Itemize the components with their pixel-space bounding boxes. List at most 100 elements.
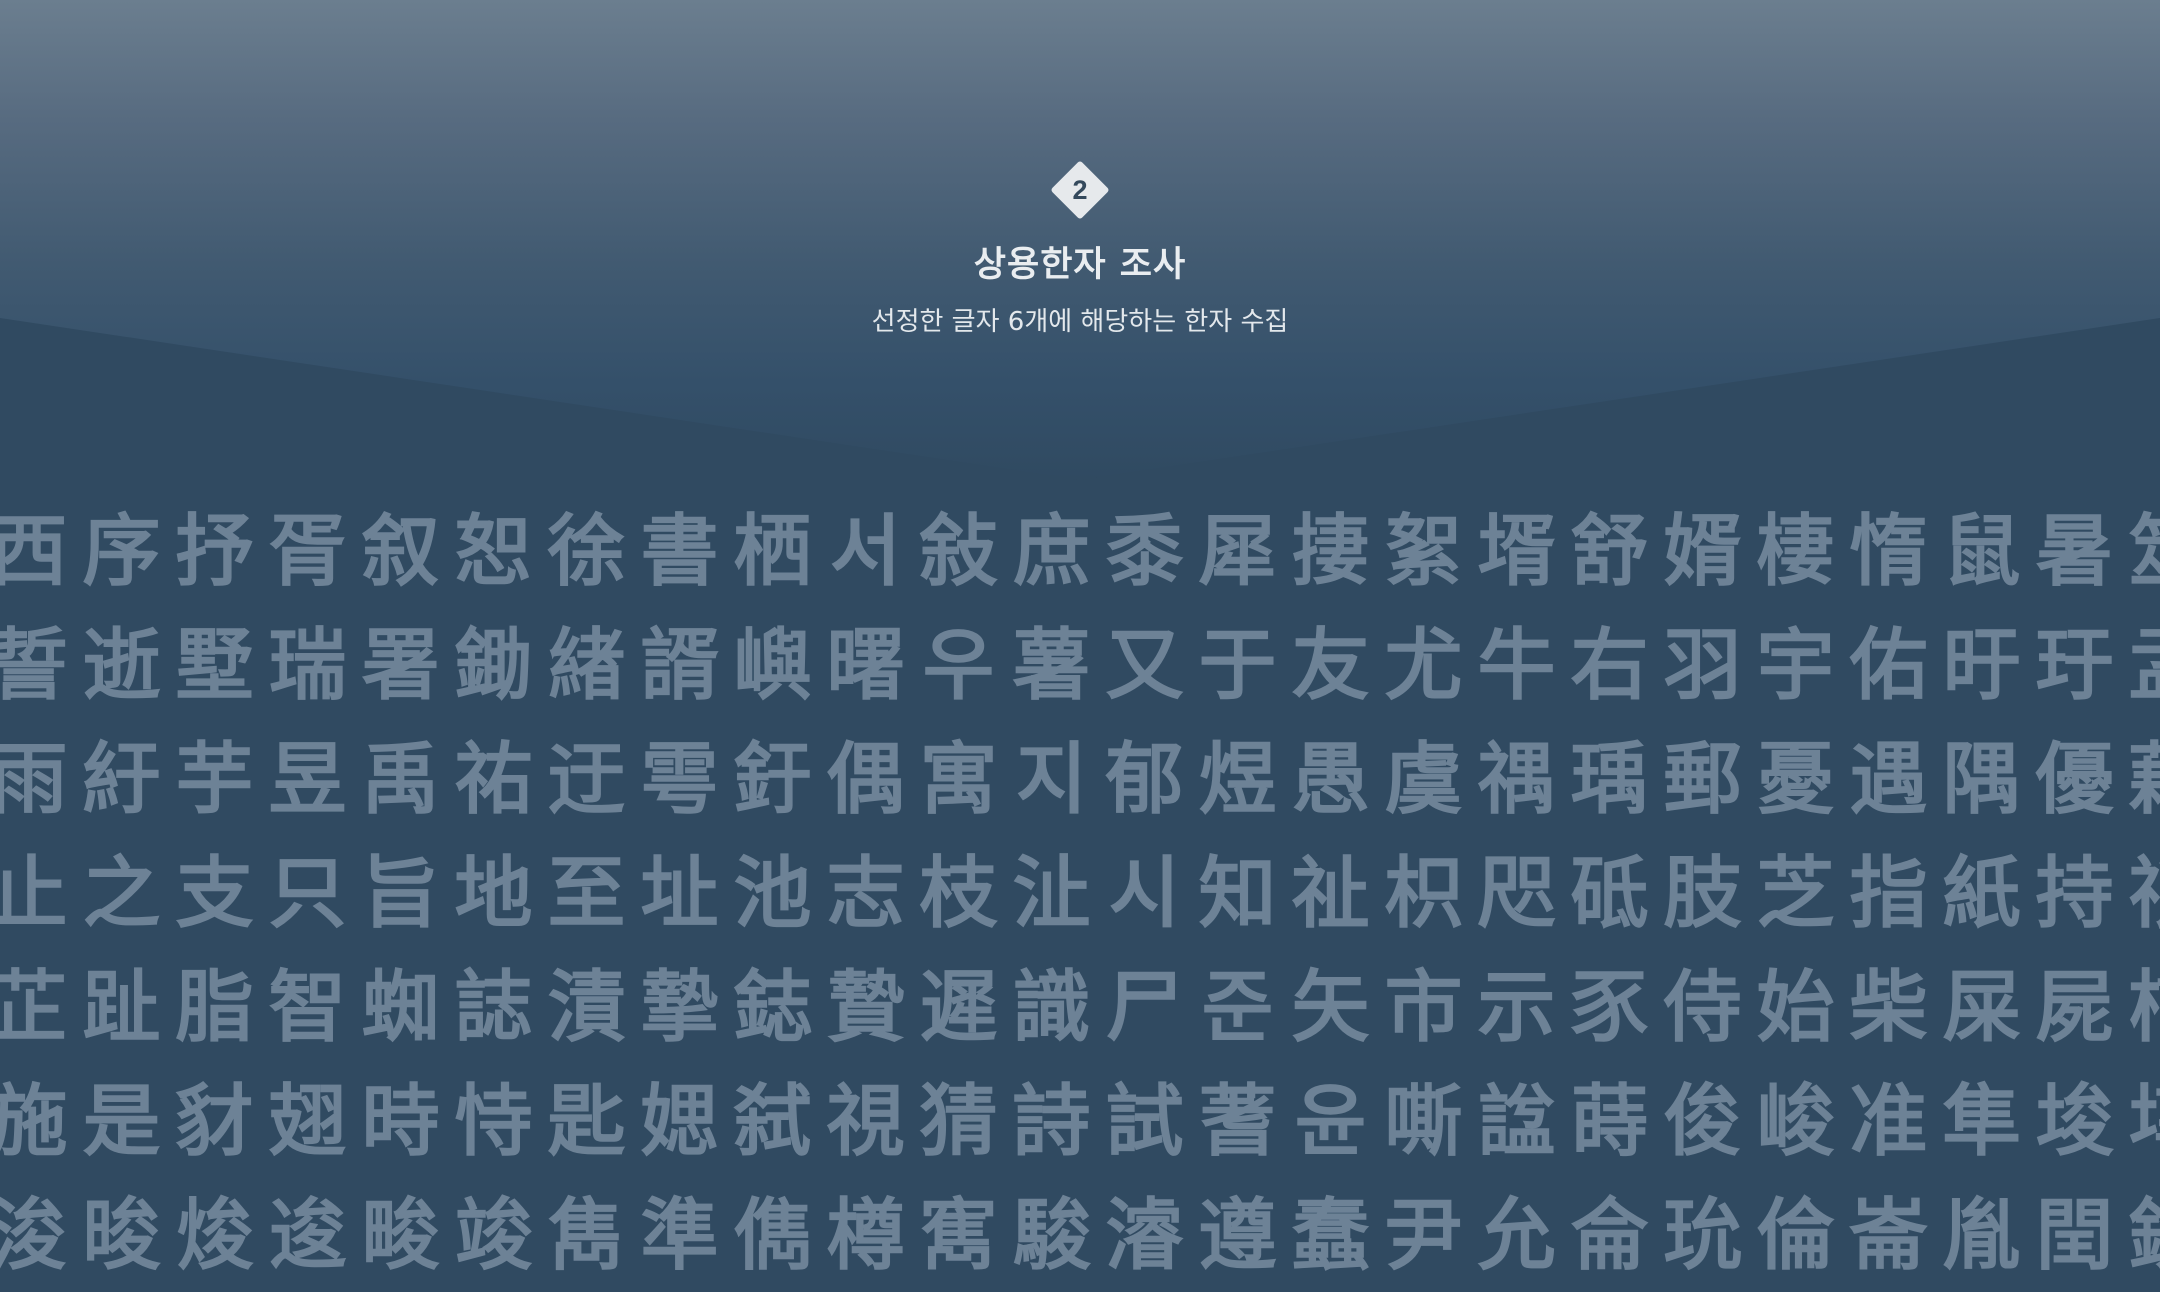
hanja-character: 咫	[1477, 849, 1556, 939]
hanja-character: 識	[1012, 963, 1091, 1053]
hanja-character: 禹	[361, 735, 440, 825]
hanja-character: 示	[1477, 963, 1556, 1053]
hanja-character: 晙	[82, 1191, 161, 1281]
hanja-character: 尸	[1105, 963, 1184, 1053]
hanja-character: 曙	[826, 621, 905, 711]
hanja-character: 徐	[547, 507, 626, 597]
hanja-character: 虞	[1384, 735, 1463, 825]
hanja-character: 矢	[1291, 963, 1370, 1053]
hanja-character: 浚	[0, 1191, 68, 1281]
hanja-character: 胤	[1942, 1191, 2021, 1281]
hanja-character: 黍	[1105, 507, 1184, 597]
hanja-character: 峻	[1756, 1077, 1835, 1167]
step-subtitle: 선정한 글자 6개에 해당하는 한자 수집	[871, 307, 1289, 337]
hanja-character: 迂	[547, 735, 626, 825]
hanja-character: 蒔	[1570, 1077, 1649, 1167]
hanja-character: 시	[1108, 849, 1181, 939]
hanja-character: 紆	[82, 735, 161, 825]
hanja-character: 捿	[1291, 507, 1370, 597]
hanja-character: 署	[361, 621, 440, 711]
hanja-character: 遇	[1849, 735, 1928, 825]
hanja-character: 志	[826, 849, 905, 939]
character-row: 浚晙焌逡畯竣雋準儁樽寯駿濬遵蠢尹允侖玧倫崙胤閏鈗	[0, 1179, 2160, 1292]
hanja-character: 媤	[640, 1077, 719, 1167]
hanja-character: 釪	[733, 735, 812, 825]
hanja-character: 右	[1570, 621, 1649, 711]
step-title: 상용한자 조사	[973, 245, 1187, 285]
hanja-character: 恃	[454, 1077, 533, 1167]
hanja-character: 閏	[2035, 1191, 2114, 1281]
hanja-character: 猜	[919, 1077, 998, 1167]
hanja-character: 砥	[1570, 849, 1649, 939]
hanja-character: 盂	[2121, 609, 2160, 723]
hanja-character: 舒	[1570, 507, 1649, 597]
hanja-character: 玗	[2035, 621, 2114, 711]
hanja-character: 壻	[1477, 507, 1556, 597]
hanja-character: 沚	[1012, 849, 1091, 939]
hanja-character: 俊	[1663, 1077, 1742, 1167]
hanja-character: 儁	[733, 1191, 812, 1281]
hanja-character: 惰	[1849, 507, 1928, 597]
hanja-character: 芷	[0, 963, 68, 1053]
hanja-character: 翅	[268, 1077, 347, 1167]
hanja-character: 旴	[1942, 621, 2021, 711]
hanja-character: 只	[268, 849, 347, 939]
hanja-character: 윤	[1294, 1077, 1367, 1167]
hanja-character: 郵	[1663, 735, 1742, 825]
hanja-character: 庶	[1012, 507, 1091, 597]
hanja-character: 西	[0, 507, 68, 597]
hanja-character: 誌	[454, 963, 533, 1053]
hanja-character: 至	[547, 849, 626, 939]
hanja-character: 栖	[733, 507, 812, 597]
hanja-character: 墅	[175, 621, 254, 711]
hanja-character: 鋤	[454, 621, 533, 711]
hanja-character: 蠢	[1291, 1191, 1370, 1281]
hanja-character: 薯	[1012, 621, 1091, 711]
hanja-character: 是	[82, 1077, 161, 1167]
hanja-character: 遲	[919, 963, 998, 1053]
hanja-character: 序	[82, 507, 161, 597]
hanja-character: 友	[1291, 621, 1370, 711]
hanja-character: 址	[640, 849, 719, 939]
hanja-character: 諝	[640, 621, 719, 711]
hanja-character: 瑞	[268, 621, 347, 711]
hanja-character: 施	[0, 1077, 68, 1167]
hanja-character: 准	[1849, 1077, 1928, 1167]
hanja-character: 誓	[0, 621, 68, 711]
hanja-character: 漬	[547, 963, 626, 1053]
hanja-character: 牛	[1477, 621, 1556, 711]
hanja-character: 犀	[1198, 507, 1277, 597]
hanja-character: 準	[640, 1191, 719, 1281]
hanja-character: 棲	[1756, 507, 1835, 597]
character-row: 誓逝墅瑞署鋤緖諝嶼曙우薯又于友尤牛右羽宇佑旴玗盂	[0, 609, 2160, 723]
character-row: 止之支只旨地至址池志枝沚시知祉枳咫砥肢芝指紙持祗	[0, 837, 2160, 951]
hanja-character: 市	[1384, 963, 1463, 1053]
hanja-character: 芝	[1756, 849, 1835, 939]
hanja-character: 禑	[1477, 735, 1556, 825]
character-row: 西序抒胥叙恕徐書栖서敍庶黍犀捿絮壻舒婿棲惰鼠暑筮	[0, 495, 2160, 609]
hanja-character: 逡	[268, 1191, 347, 1281]
step-header: 2 상용한자 조사 선정한 글자 6개에 해당하는 한자 수집	[0, 160, 2160, 338]
hanja-character: 趾	[82, 963, 161, 1053]
hanja-character: 紙	[1942, 849, 2021, 939]
hanja-character: 絮	[1384, 507, 1463, 597]
hanja-character: 于	[1198, 621, 1277, 711]
character-row: 雨紆芋昱禹祐迂雩釪偶寓지郁煜愚虞禑瑀郵憂遇隅優藕	[0, 723, 2160, 837]
hanja-character: 時	[361, 1077, 440, 1167]
hanja-character: 枝	[919, 849, 998, 939]
hanja-character: 우	[922, 621, 995, 711]
step-number: 2	[1072, 175, 1088, 205]
hanja-character: 埻	[2121, 1065, 2160, 1179]
hanja-character: 崙	[1849, 1191, 1928, 1281]
character-row: 施是豺翅時恃匙媤弑視猜詩試蓍윤嘶諡蒔俊峻准隼埈埻	[0, 1065, 2160, 1179]
hanja-character: 雩	[640, 735, 719, 825]
hanja-character: 指	[1849, 849, 1928, 939]
hanja-character: 豕	[1570, 963, 1649, 1053]
hanja-character: 祗	[2121, 837, 2160, 951]
hanja-character: 婿	[1663, 507, 1742, 597]
hanja-character: 偶	[826, 735, 905, 825]
hanja-character: 視	[826, 1077, 905, 1167]
hanja-character: 雨	[0, 735, 68, 825]
hanja-character: 尤	[1384, 621, 1463, 711]
